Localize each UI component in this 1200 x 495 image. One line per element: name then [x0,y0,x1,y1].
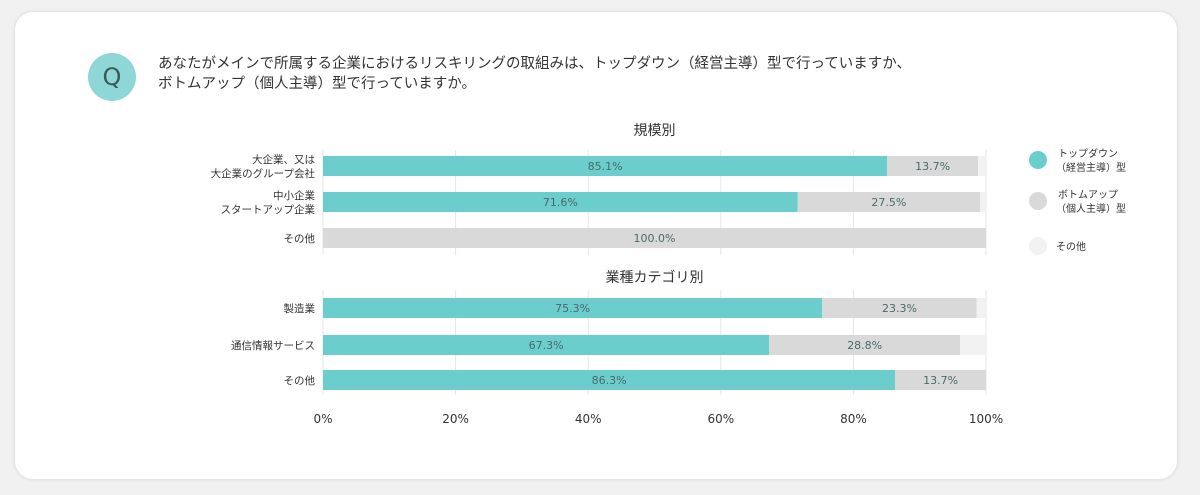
x-tick-label: 20% [442,412,469,426]
chart-title: 業種カテゴリ別 [606,269,704,286]
data-label: 75.3% [555,302,590,315]
data-label: 86.3% [592,374,627,387]
category-label: 大企業、又は [252,153,315,166]
data-label: 100.0% [634,232,676,245]
data-label: 28.8% [847,339,882,352]
question-line-2: ボトムアップ（個人主導）型で行っていますか。 [158,76,476,92]
bar-segment [323,156,888,176]
bar-segment [323,370,896,390]
category-label: その他 [284,232,316,245]
bar-segment [323,228,986,248]
bar-segment [960,335,986,355]
data-label: 67.3% [529,339,564,352]
x-tick-label: 60% [707,412,734,426]
data-label: 27.5% [871,196,906,209]
bar-segment [323,298,823,318]
category-label: 大企業のグループ会社 [211,167,316,180]
bar-segment [980,192,986,212]
category-label: 中小企業 [273,189,315,202]
legend-label: その他 [1056,240,1086,253]
data-label: 13.7% [923,374,958,387]
legend-label: ボトムアップ [1058,189,1118,201]
question-text: あなたがメインで所属する企業におけるリスキリングの取組みは、トップダウン（経営主… [158,54,911,94]
x-tick-label: 100% [969,412,1003,426]
bar-segment [887,156,979,176]
legend-swatch [1029,192,1047,210]
bar-segment [822,298,977,318]
bar-segment [769,335,961,355]
legend-swatch [1029,237,1047,255]
bar-segment [323,192,798,212]
data-label: 85.1% [588,160,623,173]
bar-segment [978,156,986,176]
data-label: 13.7% [915,160,950,173]
x-tick-label: 80% [840,412,867,426]
category-label: スタートアップ企業 [221,203,316,216]
question-badge: Q [88,53,136,101]
legend-label: （経営主導）型 [1056,161,1126,174]
category-label: 通信情報サービス [231,339,315,352]
bar-segment [323,335,770,355]
chart-title: 規模別 [634,123,676,139]
bar-segment [895,370,986,390]
category-label: 製造業 [284,302,316,315]
legend-label: （個人主導）型 [1056,202,1126,215]
bar-segment [976,298,986,318]
x-tick-label: 40% [575,412,602,426]
data-label: 23.3% [882,302,917,315]
x-tick-label: 0% [313,412,332,426]
category-label: その他 [284,374,316,387]
question-line-1: あなたがメインで所属する企業におけるリスキリングの取組みは、トップダウン（経営主… [158,56,911,72]
data-label: 71.6% [543,196,578,209]
legend-swatch [1029,151,1047,169]
legend-label: トップダウン [1058,147,1118,160]
bar-segment [797,192,981,212]
